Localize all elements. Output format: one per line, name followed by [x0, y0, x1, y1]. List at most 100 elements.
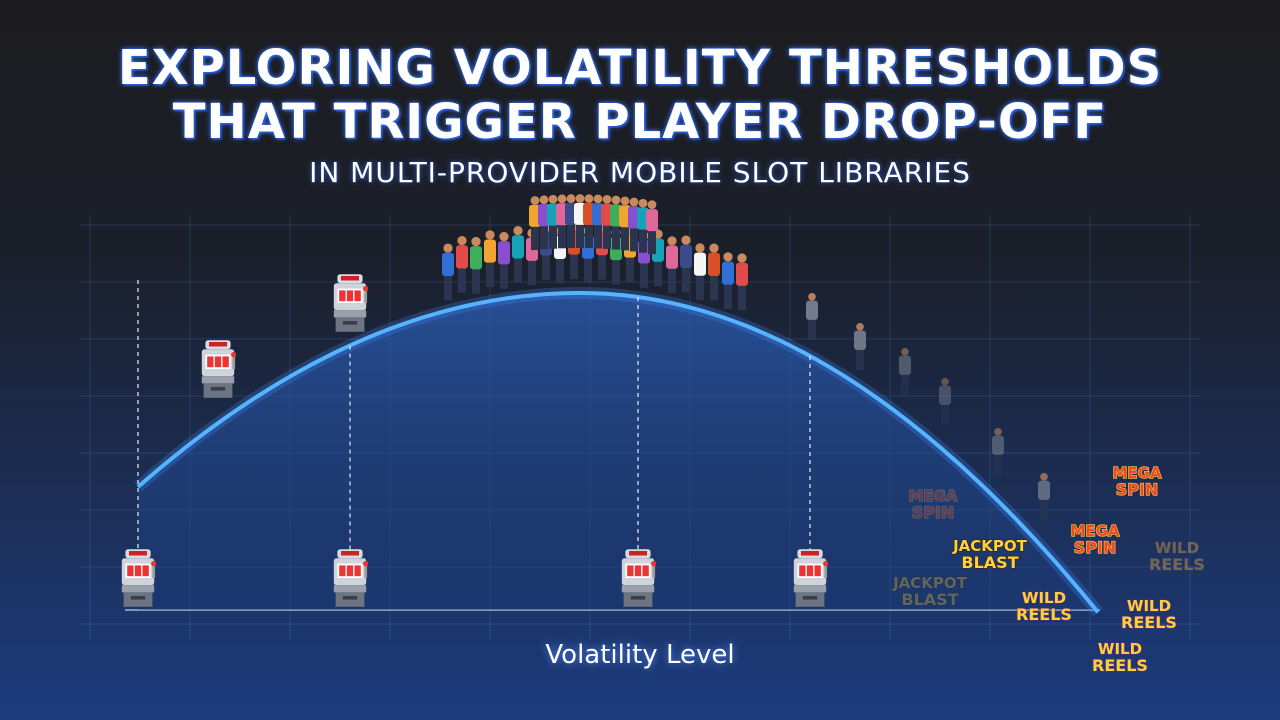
- head: [1040, 472, 1048, 481]
- logo-bottom: SPIN: [1074, 538, 1117, 557]
- head: [530, 196, 540, 205]
- axis-label: Volatility Level: [545, 640, 735, 670]
- person: [680, 235, 692, 293]
- torso: [722, 261, 734, 285]
- logo-top: MEGA: [1112, 464, 1161, 482]
- head: [539, 195, 549, 205]
- head: [638, 198, 648, 208]
- logo-bottom: SPIN: [912, 503, 955, 522]
- legs: [514, 256, 522, 283]
- legs: [598, 253, 606, 280]
- legs: [901, 373, 909, 395]
- head: [681, 235, 691, 245]
- legs: [941, 403, 949, 425]
- title-line: EXPLORING VOLATILITY THRESHOLDS: [117, 40, 1163, 96]
- legs: [630, 226, 638, 252]
- logo-bottom: BLAST: [961, 553, 1018, 572]
- person: [736, 253, 748, 311]
- head: [856, 322, 864, 331]
- person: [939, 377, 951, 425]
- legs: [612, 258, 620, 285]
- torso: [694, 252, 706, 276]
- person: [456, 235, 468, 293]
- legs: [585, 223, 593, 249]
- legs: [696, 274, 704, 301]
- person: [498, 231, 510, 289]
- logo-bottom: REELS: [1121, 613, 1177, 632]
- head: [994, 427, 1002, 436]
- head: [485, 230, 495, 240]
- person: [646, 200, 658, 255]
- legs: [558, 223, 566, 249]
- legs: [682, 266, 690, 293]
- legs: [738, 284, 746, 311]
- curve-area: [138, 293, 1098, 613]
- torso: [992, 435, 1004, 455]
- person: [470, 236, 482, 294]
- head: [457, 235, 467, 246]
- head: [611, 195, 621, 205]
- legs: [724, 282, 732, 310]
- torso: [666, 245, 678, 269]
- legs: [648, 229, 656, 255]
- logo-top: WILD: [1098, 640, 1142, 658]
- head: [737, 253, 747, 263]
- logo-bottom: BLAST: [901, 590, 958, 609]
- legs: [612, 224, 620, 250]
- legs: [542, 254, 550, 281]
- head: [629, 197, 639, 207]
- person: [708, 243, 720, 301]
- head: [584, 194, 594, 203]
- logo-bottom: REELS: [1016, 605, 1072, 624]
- torso: [512, 235, 524, 259]
- head: [471, 236, 481, 247]
- legs: [540, 224, 548, 250]
- logo-bottom: REELS: [1149, 555, 1205, 574]
- legs: [856, 348, 864, 370]
- legs: [472, 267, 480, 294]
- person: [992, 427, 1004, 475]
- logo-top: MEGA: [908, 487, 957, 505]
- legs: [549, 223, 557, 249]
- person: [442, 243, 454, 301]
- legs: [710, 274, 718, 301]
- head: [620, 196, 630, 206]
- logo-top: WILD: [1022, 589, 1066, 607]
- logo-top: WILD: [1155, 539, 1199, 557]
- head: [709, 243, 719, 253]
- person: [694, 243, 706, 301]
- legs: [621, 225, 629, 251]
- legs: [486, 260, 494, 288]
- legs: [444, 274, 452, 301]
- person: [512, 225, 524, 283]
- logo-bottom: REELS: [1092, 656, 1148, 675]
- logo-bottom: SPIN: [1116, 480, 1159, 499]
- head: [593, 194, 603, 204]
- head: [647, 200, 657, 210]
- title-line: THAT TRIGGER PLAYER DROP-OFF: [172, 94, 1108, 150]
- person: [484, 230, 496, 288]
- person: [722, 252, 734, 310]
- torso: [1038, 480, 1050, 500]
- person: [854, 322, 866, 370]
- legs: [640, 261, 648, 288]
- head: [901, 347, 909, 356]
- legs: [994, 453, 1002, 475]
- head: [723, 252, 733, 262]
- legs: [500, 262, 508, 289]
- head: [548, 194, 558, 204]
- legs: [1040, 498, 1048, 520]
- head: [667, 236, 677, 246]
- legs: [556, 257, 564, 284]
- head: [602, 194, 612, 204]
- legs: [531, 225, 539, 251]
